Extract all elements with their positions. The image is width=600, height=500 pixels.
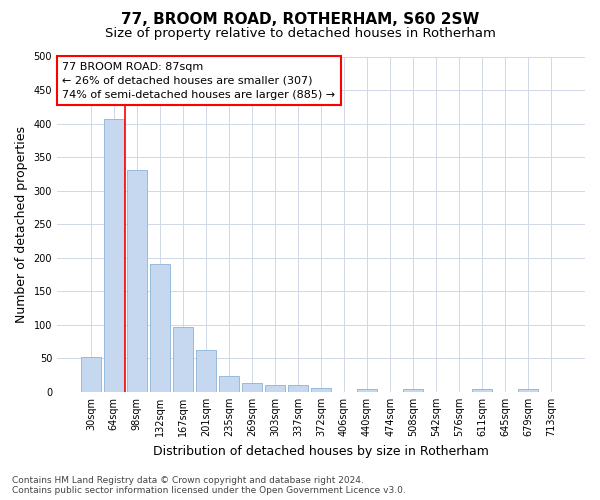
Bar: [242, 383, 262, 392]
Bar: [403, 389, 423, 392]
Text: 77 BROOM ROAD: 87sqm
← 26% of detached houses are smaller (307)
74% of semi-deta: 77 BROOM ROAD: 87sqm ← 26% of detached h…: [62, 62, 335, 100]
Bar: [173, 327, 193, 392]
Y-axis label: Number of detached properties: Number of detached properties: [15, 126, 28, 322]
Text: Contains public sector information licensed under the Open Government Licence v3: Contains public sector information licen…: [12, 486, 406, 495]
Bar: [357, 388, 377, 392]
Text: Size of property relative to detached houses in Rotherham: Size of property relative to detached ho…: [104, 28, 496, 40]
Bar: [219, 376, 239, 392]
Text: 77, BROOM ROAD, ROTHERHAM, S60 2SW: 77, BROOM ROAD, ROTHERHAM, S60 2SW: [121, 12, 479, 28]
Bar: [472, 389, 492, 392]
Bar: [150, 264, 170, 392]
Bar: [518, 389, 538, 392]
Bar: [311, 388, 331, 392]
X-axis label: Distribution of detached houses by size in Rotherham: Distribution of detached houses by size …: [153, 444, 489, 458]
Bar: [196, 350, 216, 392]
Bar: [81, 357, 101, 392]
Bar: [127, 170, 146, 392]
Bar: [104, 119, 124, 392]
Text: Contains HM Land Registry data © Crown copyright and database right 2024.: Contains HM Land Registry data © Crown c…: [12, 476, 364, 485]
Bar: [288, 385, 308, 392]
Bar: [265, 385, 285, 392]
